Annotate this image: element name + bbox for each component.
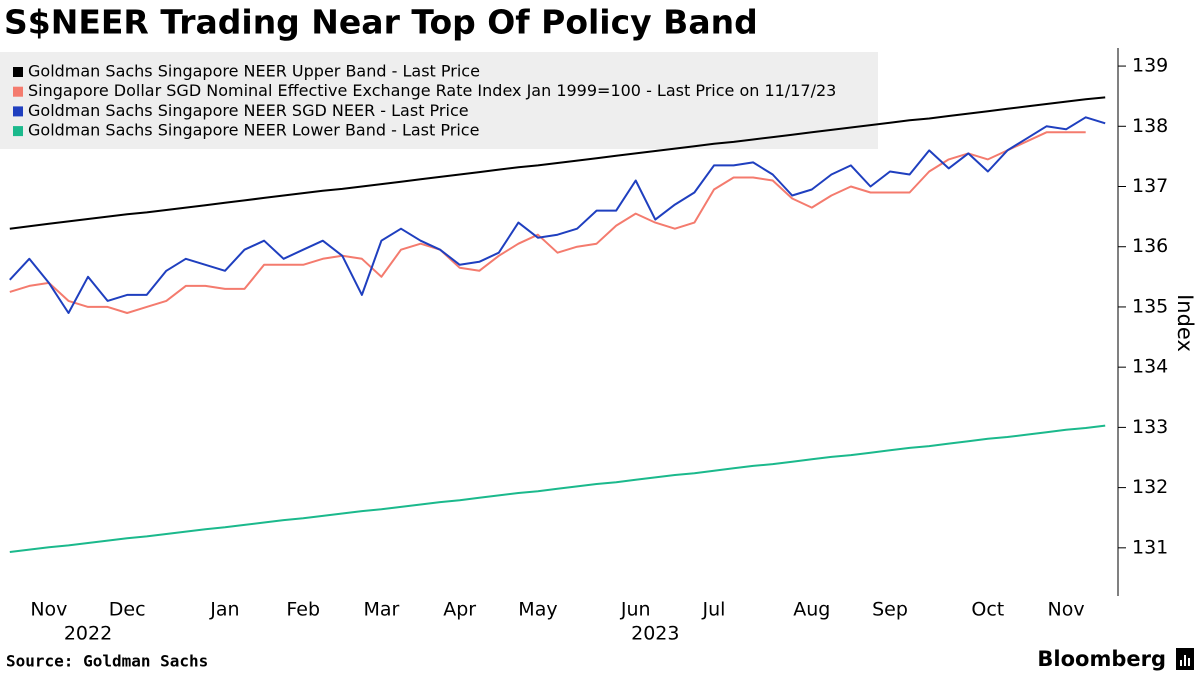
- legend-label: Goldman Sachs Singapore NEER SGD NEER - …: [28, 101, 469, 120]
- x-year-label: 2023: [631, 623, 679, 645]
- brand-icon: [1176, 648, 1194, 670]
- x-tick-label: Nov: [30, 599, 67, 621]
- x-tick-label: May: [518, 599, 557, 621]
- y-tick-label: 136: [1132, 235, 1168, 257]
- y-tick-label: 133: [1132, 416, 1168, 438]
- legend-swatch: [13, 86, 23, 97]
- brand: Bloomberg: [1037, 647, 1166, 671]
- x-tick-label: Mar: [364, 599, 400, 621]
- y-tick-label: 132: [1132, 476, 1168, 498]
- x-tick-label: Oct: [971, 599, 1004, 621]
- series-line: [9, 96, 1106, 230]
- chart-title: S$NEER Trading Near Top Of Policy Band: [4, 3, 758, 42]
- x-tick-label: Feb: [286, 599, 320, 621]
- y-tick-label: 131: [1132, 536, 1168, 558]
- x-year-label: 2022: [64, 623, 112, 645]
- legend-box: [0, 52, 878, 149]
- y-tick-label: 139: [1132, 55, 1168, 77]
- series-line: [9, 116, 1106, 314]
- source: Source: Goldman Sachs: [6, 652, 208, 671]
- series-line: [9, 424, 1106, 553]
- x-tick-label: Sep: [872, 599, 908, 621]
- x-tick-label: Apr: [443, 599, 476, 621]
- legend-label: Goldman Sachs Singapore NEER Lower Band …: [28, 121, 479, 140]
- legend-swatch: [13, 126, 23, 137]
- x-tick-label: Dec: [109, 599, 146, 621]
- series-line: [9, 131, 1086, 314]
- y-tick-label: 138: [1132, 115, 1168, 137]
- legend-label: Goldman Sachs Singapore NEER Upper Band …: [28, 62, 480, 81]
- x-tick-label: Nov: [1048, 599, 1085, 621]
- x-tick-label: Aug: [793, 599, 830, 621]
- legend-label: Singapore Dollar SGD Nominal Effective E…: [28, 81, 836, 100]
- legend-swatch: [13, 67, 23, 77]
- y-tick-label: 134: [1132, 356, 1168, 378]
- y-tick-label: 135: [1132, 295, 1168, 317]
- legend-swatch: [13, 106, 23, 117]
- y-tick-label: 137: [1132, 175, 1168, 197]
- x-tick-label: Jul: [702, 599, 726, 621]
- x-tick-label: Jan: [209, 599, 239, 621]
- x-tick-label: Jun: [620, 599, 651, 621]
- y-axis-label: Index: [1173, 294, 1197, 352]
